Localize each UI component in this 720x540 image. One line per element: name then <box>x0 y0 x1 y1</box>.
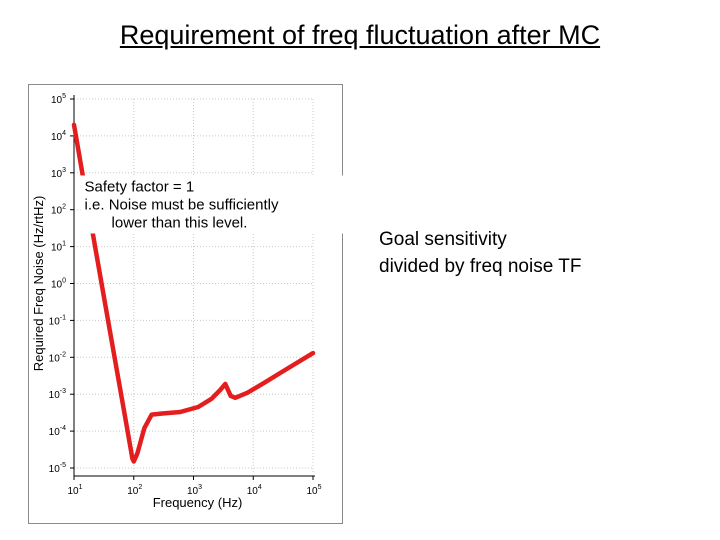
y-tick-label-5: 100 <box>51 278 66 291</box>
y-tick-label-3: 102 <box>51 204 66 217</box>
y-tick-label-0: 105 <box>51 93 66 106</box>
annotation-box <box>80 175 351 234</box>
y-axis-label: Required Freq Noise (Hz/rtHz) <box>31 196 46 372</box>
series-line-0 <box>71 122 316 464</box>
y-tick-label-7: 10-2 <box>49 351 66 364</box>
x-axis-label: Frequency (Hz) <box>153 495 243 510</box>
y-tick-label-10: 10-5 <box>49 462 66 475</box>
goal-note: Goal sensitivity divided by freq noise T… <box>379 226 699 280</box>
plot-frame: 105 104 103 102 101 100 10-1 10-2 10-3 10-4 10-5 10… <box>28 84 351 524</box>
y-tick-label-1: 104 <box>51 130 66 143</box>
x-tick-label-1: 102 <box>127 484 142 497</box>
y-tick-label-4: 101 <box>51 241 66 254</box>
x-tick-label-4: 105 <box>306 484 321 497</box>
goal-note-line-1: Goal sensitivity <box>379 229 507 250</box>
x-tick-label-2: 103 <box>187 484 202 497</box>
x-tick-label-0: 101 <box>67 484 82 497</box>
annotation-line-3: lower than this level. <box>112 214 248 231</box>
y-tick-label-9: 10-4 <box>49 425 66 438</box>
y-tick-label-8: 10-3 <box>49 388 66 401</box>
y-tick-label-6: 10-1 <box>49 314 66 327</box>
annotation-line-1: Safety factor = 1 <box>85 178 195 195</box>
slide-title: Requirement of freq fluctuation after MC <box>119 20 601 50</box>
chart: 10510410310210110010-110-210-310-410-510… <box>31 93 351 510</box>
x-tick-label-3: 104 <box>247 484 262 497</box>
goal-note-line-2: divided by freq noise TF <box>379 256 582 277</box>
annotation-line-2: i.e. Noise must be sufficiently <box>85 196 279 213</box>
y-tick-label-2: 103 <box>51 167 66 180</box>
